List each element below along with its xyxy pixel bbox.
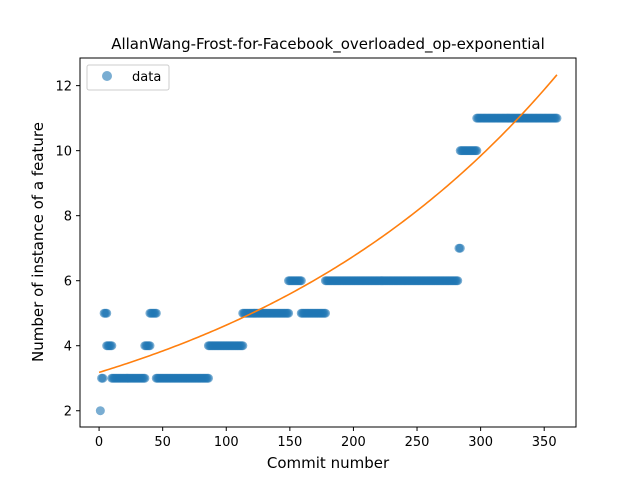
data-point: [453, 276, 463, 286]
legend: data: [86, 64, 170, 91]
y-axis: 2 4 6 8 10 12: [55, 80, 80, 420]
data-point: [552, 113, 562, 123]
y-tick-label: 2: [64, 405, 72, 420]
data-point: [107, 341, 117, 351]
data-point: [472, 146, 482, 156]
data-point: [151, 308, 161, 318]
legend-marker: [102, 71, 112, 81]
x-tick-label: 100: [214, 435, 239, 450]
data-point: [102, 308, 112, 318]
data-point: [320, 308, 330, 318]
data-point: [296, 276, 306, 286]
plot-frame: [79, 57, 577, 428]
y-tick-label: 10: [55, 145, 72, 160]
x-tick-label: 250: [405, 435, 430, 450]
legend-label: data: [132, 70, 161, 85]
x-tick-label: 0: [95, 435, 103, 450]
x-axis: 0 50 100 150 200 250 300 350: [95, 427, 557, 450]
data-point: [145, 341, 155, 351]
x-tick-label: 200: [341, 435, 366, 450]
x-tick-label: 300: [468, 435, 493, 450]
x-tick-label: 50: [154, 435, 171, 450]
data-point: [455, 243, 465, 253]
data-point: [95, 406, 105, 416]
y-axis-label: Number of instance of a feature: [29, 122, 47, 362]
data-point: [238, 341, 248, 351]
data-point: [203, 373, 213, 383]
y-tick-label: 6: [64, 275, 72, 290]
x-tick-label: 150: [277, 435, 302, 450]
x-axis-label: Commit number: [267, 454, 390, 472]
data-point: [140, 373, 150, 383]
y-tick-label: 12: [55, 80, 72, 95]
y-tick-label: 4: [64, 340, 72, 355]
scatter-points: [95, 113, 562, 416]
fit-line: [98, 74, 558, 374]
data-point: [284, 308, 294, 318]
chart-title: AllanWang-Frost-for-Facebook_overloaded_…: [111, 35, 545, 54]
x-tick-label: 350: [532, 435, 557, 450]
y-tick-label: 8: [64, 210, 72, 225]
data-point: [98, 373, 108, 383]
